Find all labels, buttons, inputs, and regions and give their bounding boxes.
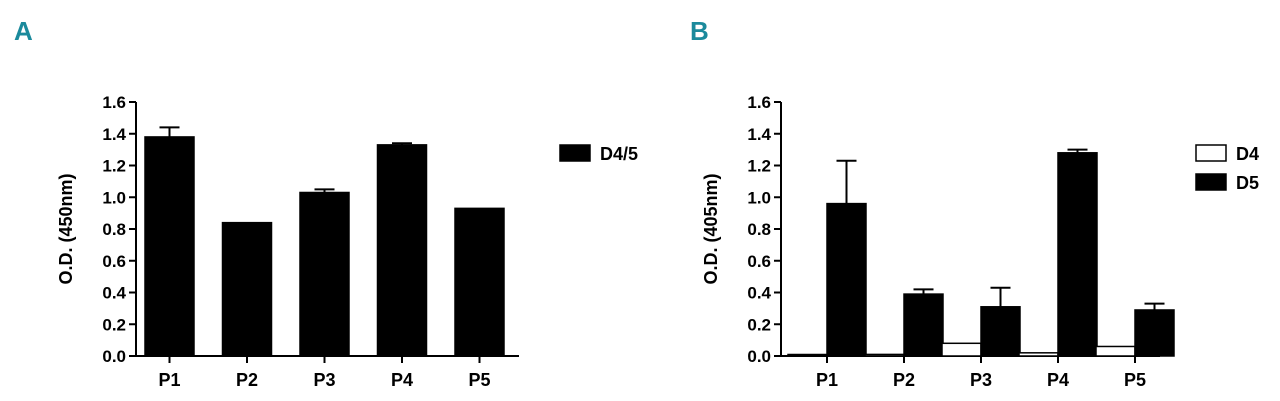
legend-label: D4/5 xyxy=(600,144,638,164)
bar-d4-5-p4 xyxy=(376,144,428,357)
bar-d5-p4 xyxy=(1057,152,1098,357)
y-tick-label: 0.8 xyxy=(102,220,126,239)
bar-d4-5-p1 xyxy=(144,136,195,357)
x-tick-label: P2 xyxy=(236,370,258,390)
legend-swatch xyxy=(1195,173,1227,191)
y-tick-label: 0.6 xyxy=(747,252,771,271)
y-tick-label: 1.4 xyxy=(747,125,771,144)
bar-d5-p5 xyxy=(1134,309,1175,357)
y-tick-label: 0.2 xyxy=(102,315,126,334)
x-tick-label: P1 xyxy=(816,370,838,390)
y-tick-label: 1.4 xyxy=(102,125,126,144)
y-tick-label: 1.0 xyxy=(102,188,126,207)
y-tick-label: 1.6 xyxy=(747,93,771,112)
x-tick-label: P1 xyxy=(158,370,180,390)
y-tick-label: 1.0 xyxy=(747,188,771,207)
y-tick-label: 1.2 xyxy=(102,157,126,176)
x-tick-label: P3 xyxy=(313,370,335,390)
legend-label: D5 xyxy=(1236,173,1259,193)
y-tick-label: 1.6 xyxy=(102,93,126,112)
bar-d4-5-p2 xyxy=(221,221,273,357)
x-tick-label: P5 xyxy=(1124,370,1146,390)
panel-a-letter: A xyxy=(14,16,33,46)
y-axis-title: O.D. (405nm) xyxy=(701,173,721,284)
bar-d4-p2 xyxy=(864,353,905,357)
y-tick-label: 1.2 xyxy=(747,157,771,176)
y-tick-label: 0.2 xyxy=(747,315,771,334)
y-tick-label: 0.6 xyxy=(102,252,126,271)
x-tick-label: P4 xyxy=(391,370,413,390)
bar-d5-p2 xyxy=(903,293,944,357)
bar-d4-p3 xyxy=(941,342,982,357)
bar-d4-p1 xyxy=(787,353,828,357)
panel-b-letter: B xyxy=(690,16,709,46)
legend-label: D4 xyxy=(1236,144,1259,164)
y-tick-label: 0.4 xyxy=(747,284,771,303)
x-tick-label: P5 xyxy=(468,370,490,390)
bar-d4-p5 xyxy=(1095,345,1136,357)
chart-panel-b: 0.0 0.2 0.4 0.6 0.8 1.0 1.2 1.4 1.6 O.D. (405nm) P… xyxy=(701,93,1259,390)
y-tick-label: 0.0 xyxy=(102,347,126,366)
y-tick-label: 0.0 xyxy=(747,347,771,366)
y-tick-label: 0.4 xyxy=(102,284,126,303)
legend-swatch xyxy=(1195,144,1227,162)
legend-swatch xyxy=(559,144,591,162)
x-tick-label: P4 xyxy=(1047,370,1069,390)
x-tick-label: P3 xyxy=(970,370,992,390)
bar-d4-5-p3 xyxy=(299,191,350,357)
bar-d4-p4 xyxy=(1018,352,1059,357)
x-tick-label: P2 xyxy=(893,370,915,390)
bar-d5-p1 xyxy=(826,202,867,357)
chart-panel-a: 0.0 0.2 0.4 0.6 0.8 1.0 1.2 1.4 1.6 O.D. (450nm) P… xyxy=(56,93,638,390)
bar-d5-p3 xyxy=(980,306,1021,357)
y-tick-label: 0.8 xyxy=(747,220,771,239)
y-axis-title: O.D. (450nm) xyxy=(56,173,76,284)
bar-d4-5-p5 xyxy=(454,207,505,357)
